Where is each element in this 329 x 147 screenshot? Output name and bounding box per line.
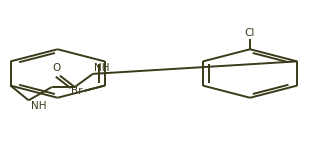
Text: NH: NH — [31, 101, 47, 111]
Text: Br: Br — [71, 86, 83, 96]
Text: NH: NH — [94, 63, 110, 73]
Text: Cl: Cl — [245, 28, 255, 38]
Text: O: O — [53, 64, 61, 74]
